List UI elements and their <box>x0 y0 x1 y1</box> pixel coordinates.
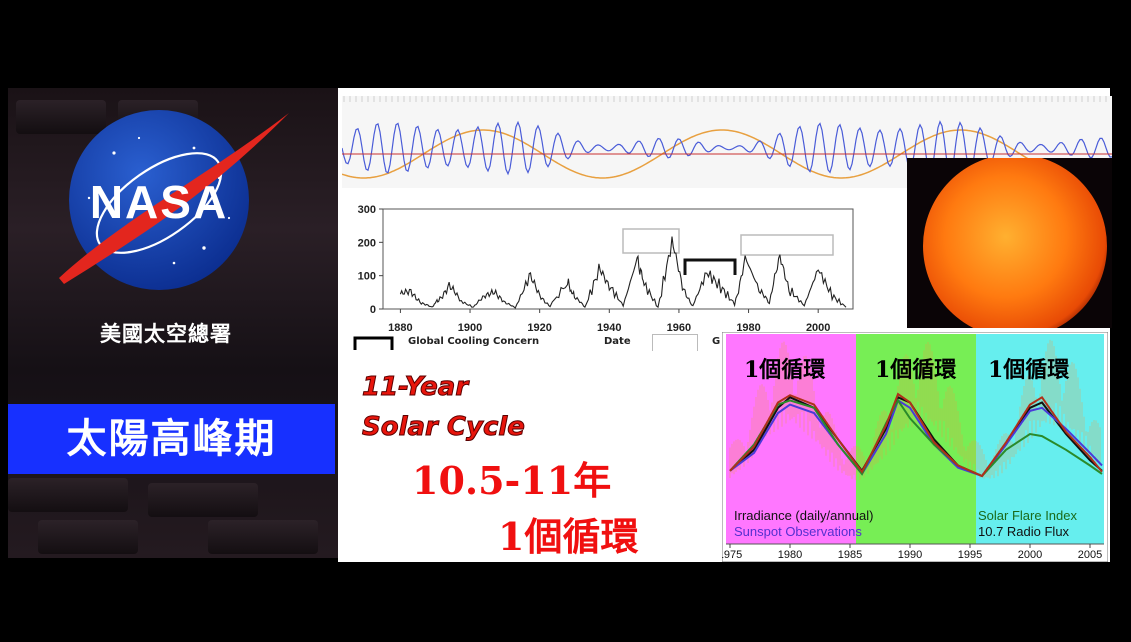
sun-disc <box>923 158 1107 328</box>
background-key <box>148 483 258 517</box>
topic-band <box>8 404 335 474</box>
x-tick-label: 1920 <box>527 322 551 334</box>
x-tick-label: 1975 <box>722 549 742 561</box>
caption-english-line2: Solar Cycle <box>362 412 526 443</box>
warming-bracket <box>740 234 834 256</box>
caption-english-line1: 11-Year <box>361 372 469 403</box>
topic-title: 太陽高峰期 <box>66 415 277 462</box>
x-tick-label: 1995 <box>958 549 982 561</box>
legend-item: Date <box>604 336 631 347</box>
warming-legend-icon <box>652 334 698 351</box>
caption-chinese-line1: 10.5-11年 <box>412 458 612 503</box>
x-tick-label: 2000 <box>1018 549 1042 561</box>
y-tick-label: 100 <box>358 271 376 283</box>
legend-sunspot-observations: Sunspot Observations <box>734 524 862 539</box>
nasa-wordmark: NASA <box>90 176 228 228</box>
wave-blue-series <box>342 120 1112 177</box>
legend-item: G <box>712 336 721 347</box>
cooling-bracket <box>683 258 737 275</box>
x-tick-label: 1900 <box>458 322 482 334</box>
cycle-label: 1個循環 <box>875 357 957 383</box>
phase-cyan <box>976 334 1104 544</box>
legend-solar-flare-index: Solar Flare Index <box>978 508 1077 523</box>
cooling-legend-icon <box>353 336 394 350</box>
series-line-2 <box>729 398 1103 478</box>
background-key <box>8 478 128 512</box>
series-line-1 <box>729 398 1103 478</box>
y-tick-label: 300 <box>358 205 376 216</box>
legend-irradiance: Irradiance (daily/annual) <box>734 508 874 523</box>
agency-name: 美國太空總署 <box>100 321 232 346</box>
background-key <box>38 520 138 554</box>
wave-strip <box>342 96 1112 188</box>
sunspot-number-series <box>399 236 847 309</box>
background-key <box>208 520 318 554</box>
caption-chinese-line2: 1個循環 <box>498 514 639 559</box>
series-line-3 <box>729 392 1103 478</box>
legend-radio-flux: 10.7 Radio Flux <box>978 524 1070 539</box>
x-tick-label: 1980 <box>736 322 760 334</box>
x-tick-label: 1940 <box>597 322 621 334</box>
wave-orange-series <box>342 129 1112 179</box>
x-tick-label: 1980 <box>778 549 802 561</box>
cycle-label: 1個循環 <box>744 357 826 383</box>
sun-photo <box>907 158 1112 328</box>
x-tick-label: 1990 <box>898 549 922 561</box>
x-tick-label: 1960 <box>667 322 691 334</box>
warming-bracket <box>622 228 680 254</box>
nasa-logo: NASA <box>59 110 289 290</box>
background-key <box>16 100 106 134</box>
cycle-label: 1個循環 <box>988 357 1070 383</box>
legend-item: Global Cooling Concern <box>408 336 540 347</box>
sunspot-plot-area <box>382 208 854 310</box>
nasa-vector-swoosh <box>59 113 289 284</box>
y-tick-label: 0 <box>370 304 376 316</box>
sunspot-chart: 0 100 200 300 1880 1900 1920 1940 1960 1980 2000 <box>358 205 854 334</box>
sunspot-legend: Global Cooling Concern Date G <box>352 332 732 354</box>
x-tick-label: 2005 <box>1078 549 1102 561</box>
y-tick-label: 200 <box>358 237 376 249</box>
solar-cycle-panel: 1975 1980 1985 1990 1995 2000 2005 <box>722 332 1108 562</box>
x-tick-label: 2000 <box>806 322 830 334</box>
x-tick-label: 1985 <box>838 549 862 561</box>
x-tick-label: 1880 <box>388 322 412 334</box>
